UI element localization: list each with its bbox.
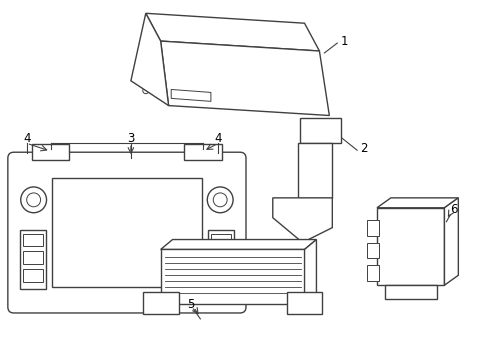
Polygon shape	[171, 89, 211, 102]
Bar	[143, 292, 178, 314]
Bar	[377, 208, 444, 285]
Circle shape	[404, 215, 417, 229]
Text: 2: 2	[360, 142, 368, 155]
Circle shape	[404, 262, 417, 276]
Bar	[23, 234, 43, 247]
Text: 6: 6	[450, 203, 457, 216]
Bar	[32, 144, 70, 160]
Bar	[20, 230, 46, 289]
Text: 4: 4	[23, 132, 30, 145]
Bar	[23, 251, 43, 264]
Polygon shape	[305, 239, 317, 304]
Circle shape	[21, 187, 47, 213]
Bar	[287, 292, 322, 314]
Circle shape	[213, 193, 227, 207]
Polygon shape	[377, 198, 458, 208]
Bar	[367, 220, 379, 235]
Bar	[211, 234, 231, 247]
Circle shape	[404, 239, 417, 252]
Bar	[299, 118, 341, 143]
Polygon shape	[131, 13, 169, 105]
Circle shape	[261, 76, 289, 103]
Text: 3: 3	[127, 132, 135, 145]
Bar	[367, 243, 379, 258]
Bar	[51, 178, 202, 287]
Text: 1: 1	[341, 35, 348, 48]
Text: 4: 4	[215, 132, 222, 145]
Text: 5: 5	[187, 297, 194, 311]
Bar	[161, 249, 305, 304]
Bar	[208, 230, 234, 289]
Bar	[211, 251, 231, 264]
Circle shape	[253, 68, 297, 111]
Bar	[23, 269, 43, 282]
FancyBboxPatch shape	[8, 152, 246, 313]
Bar	[184, 144, 222, 160]
Polygon shape	[273, 198, 332, 243]
Bar	[211, 269, 231, 282]
Polygon shape	[161, 41, 329, 116]
Polygon shape	[146, 13, 319, 51]
Circle shape	[26, 193, 41, 207]
Circle shape	[207, 187, 233, 213]
Bar	[297, 143, 332, 198]
Polygon shape	[444, 198, 458, 285]
Bar	[385, 285, 437, 299]
Polygon shape	[161, 239, 317, 249]
Bar	[367, 265, 379, 281]
